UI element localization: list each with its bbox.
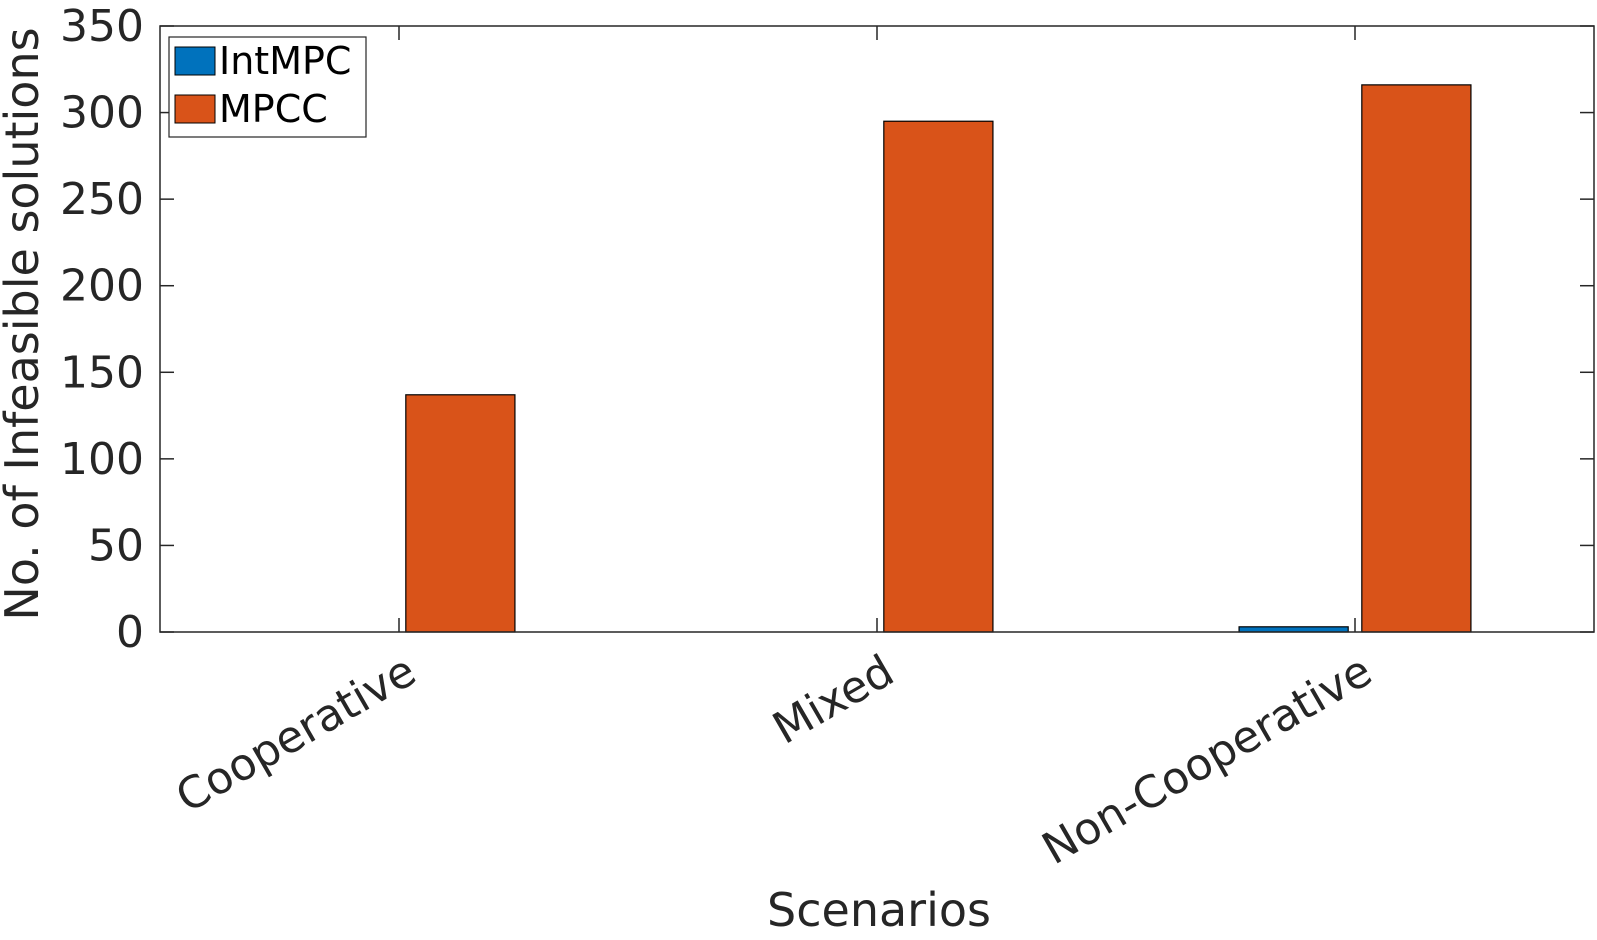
bar-mpcc-cooperative	[405, 394, 516, 633]
x-tick-label: Non-Cooperative	[1034, 645, 1381, 875]
legend-swatch-intmpc	[174, 46, 216, 76]
plot-background	[160, 26, 1594, 632]
plot-area	[160, 26, 1594, 632]
y-tick-label: 300	[60, 88, 144, 139]
y-tick-label: 150	[60, 347, 144, 398]
y-tick-label: 0	[116, 607, 144, 658]
legend-swatch-mpcc	[174, 94, 216, 124]
legend-label-mpcc: MPCC	[219, 87, 328, 131]
bar-mpcc-mixed	[883, 120, 994, 633]
y-tick-labels: 0 50 100 150 200 250 300 350	[60, 1, 144, 658]
axes-group	[159, 25, 1595, 633]
x-tick-label: Cooperative	[168, 645, 425, 823]
y-tick-label: 100	[60, 434, 144, 485]
x-tick-label: Mixed	[765, 645, 903, 754]
y-tick-label: 50	[88, 520, 144, 571]
x-tick-labels: Cooperative Mixed Non-Cooperative	[168, 645, 1381, 875]
bar-mpcc-non-cooperative	[1361, 84, 1472, 633]
y-tick-label: 350	[60, 1, 144, 52]
x-axis-title: Scenarios	[767, 883, 991, 937]
y-tick-label: 250	[60, 174, 144, 225]
bars-group	[405, 84, 1472, 633]
legend-label-intmpc: IntMPC	[219, 39, 351, 83]
y-tick-label: 200	[60, 261, 144, 312]
y-axis-title: No. of Infeasible solutions	[0, 27, 49, 620]
bar-intmpc-non-cooperative	[1238, 626, 1349, 633]
